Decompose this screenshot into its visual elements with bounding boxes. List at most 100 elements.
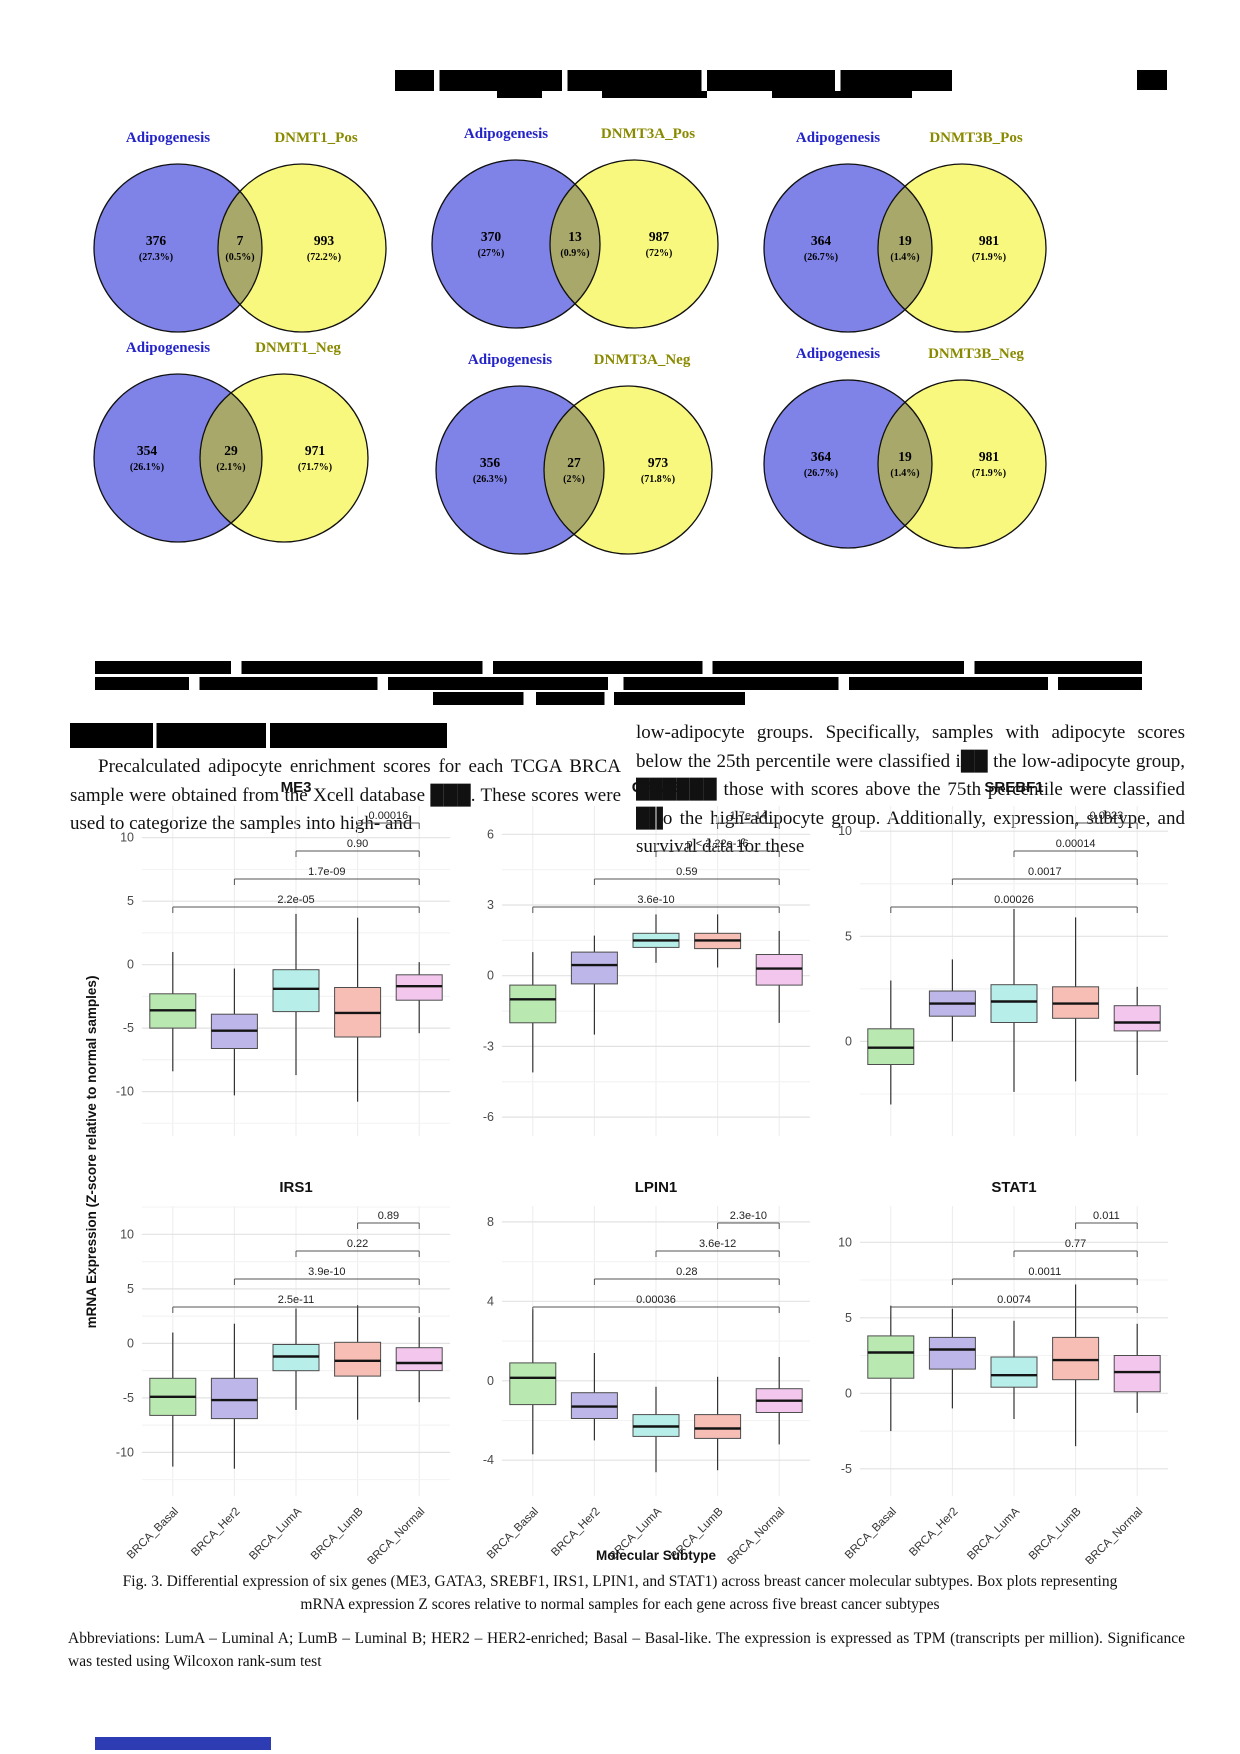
svg-text:993: 993 xyxy=(314,233,335,248)
boxplot-figure: 10 5 0 -5 -10 0.00016 0.90 1.7e-09 2.2e-05 ME3 6 3 0… xyxy=(84,779,1168,1564)
svg-text:0: 0 xyxy=(127,1336,134,1350)
venn-diagram: Adipogenesis DNMT3A_Neg 356 (26.3%) 27 (2%) 97… xyxy=(435,352,713,555)
svg-text:0.00036: 0.00036 xyxy=(636,1294,676,1306)
svg-text:p < 2.22e-16: p < 2.22e-16 xyxy=(687,838,749,850)
svg-text:Adipogenesis: Adipogenesis xyxy=(796,346,880,362)
venn-diagram: Adipogenesis DNMT3B_Neg 364 (26.7%) 19 (1.4%)… xyxy=(763,346,1047,549)
svg-text:BRCA_Her2: BRCA_Her2 xyxy=(549,1506,602,1559)
svg-text:19: 19 xyxy=(898,449,912,464)
boxplot-panel-IRS1: 10 5 0 -5 -10 0.89 0.22 3.9e-10 2.5e-11 IRS1 BRCA_… xyxy=(116,1179,450,1564)
svg-text:0: 0 xyxy=(845,1034,852,1048)
figure2-caption-redaction-line1 xyxy=(95,661,1142,674)
svg-text:Adipogenesis: Adipogenesis xyxy=(464,126,548,142)
svg-text:364: 364 xyxy=(811,233,832,248)
svg-text:0.90: 0.90 xyxy=(347,838,368,850)
svg-text:Adipogenesis: Adipogenesis xyxy=(126,340,210,356)
svg-text:-5: -5 xyxy=(841,1462,852,1476)
venn-diagram: Adipogenesis DNMT1_Neg 354 (26.1%) 29 (2.1%) 9… xyxy=(93,340,369,543)
svg-text:0.77: 0.77 xyxy=(1065,1238,1086,1250)
svg-text:(71.8%): (71.8%) xyxy=(641,474,675,485)
svg-text:DNMT3A_Pos: DNMT3A_Pos xyxy=(601,126,695,142)
venn-diagram: Adipogenesis DNMT3B_Pos 364 (26.7%) 19 (1.4%)… xyxy=(763,130,1047,333)
svg-text:BRCA_Basal: BRCA_Basal xyxy=(485,1506,541,1562)
svg-text:DNMT1_Pos: DNMT1_Pos xyxy=(274,130,357,146)
svg-text:10: 10 xyxy=(838,824,852,838)
svg-text:STAT1: STAT1 xyxy=(991,1179,1036,1196)
svg-text:(2%): (2%) xyxy=(563,474,585,485)
svg-text:BRCA_Normal: BRCA_Normal xyxy=(1084,1506,1146,1564)
svg-text:10: 10 xyxy=(838,1235,852,1249)
svg-text:0.89: 0.89 xyxy=(378,1210,399,1222)
svg-text:8: 8 xyxy=(487,1215,494,1229)
svg-text:BRCA_LumA: BRCA_LumA xyxy=(247,1505,304,1562)
svg-text:2.3e-10: 2.3e-10 xyxy=(730,1210,767,1222)
svg-text:(1.4%): (1.4%) xyxy=(890,252,919,263)
svg-text:(2.1%): (2.1%) xyxy=(216,462,245,473)
svg-text:(26.7%): (26.7%) xyxy=(804,468,838,479)
svg-text:0.59: 0.59 xyxy=(676,866,697,878)
svg-text:(1.4%): (1.4%) xyxy=(890,468,919,479)
svg-text:10: 10 xyxy=(120,1227,134,1241)
svg-text:BRCA_Normal: BRCA_Normal xyxy=(726,1506,788,1564)
svg-text:0: 0 xyxy=(487,969,494,983)
svg-text:1.7e-14: 1.7e-14 xyxy=(730,810,767,822)
venn-panel: Adipogenesis DNMT3A_Neg 356 (26.3%) 27 (2%) 97… xyxy=(414,342,764,560)
svg-text:(72%): (72%) xyxy=(646,248,673,259)
svg-text:(0.5%): (0.5%) xyxy=(225,252,254,263)
svg-text:GATA3: GATA3 xyxy=(632,779,681,796)
svg-text:13: 13 xyxy=(568,229,582,244)
svg-text:IRS1: IRS1 xyxy=(279,1179,312,1196)
svg-text:0.0011: 0.0011 xyxy=(1028,1266,1061,1278)
venn-diagram: Adipogenesis DNMT1_Pos 376 (27.3%) 7 (0.5%) 99… xyxy=(93,130,387,333)
svg-text:370: 370 xyxy=(481,229,502,244)
svg-text:BRCA_LumB: BRCA_LumB xyxy=(1027,1505,1084,1562)
svg-text:973: 973 xyxy=(648,455,669,470)
abbreviations-note: Abbreviations: LumA – Luminal A; LumB – … xyxy=(68,1630,1185,1670)
venn-panel: Adipogenesis DNMT1_Neg 354 (26.1%) 29 (2.1%) 9… xyxy=(72,330,422,548)
svg-text:Adipogenesis: Adipogenesis xyxy=(796,130,880,146)
boxplot-panel-ME3: 10 5 0 -5 -10 0.00016 0.90 1.7e-09 2.2e-05 ME3 xyxy=(116,779,450,1136)
venn-panel: Adipogenesis DNMT3B_Pos 364 (26.7%) 19 (1.4%)… xyxy=(742,120,1092,338)
boxplot-panel-STAT1: 10 5 0 -5 0.011 0.77 0.0011 0.0074 STAT1 BRCA_Bas… xyxy=(838,1179,1168,1564)
svg-text:(71.7%): (71.7%) xyxy=(298,462,332,473)
svg-text:(26.7%): (26.7%) xyxy=(804,252,838,263)
svg-text:DNMT3A_Neg: DNMT3A_Neg xyxy=(594,352,691,368)
svg-text:3.9e-10: 3.9e-10 xyxy=(308,1266,345,1278)
svg-text:981: 981 xyxy=(979,233,1000,248)
svg-text:(71.9%): (71.9%) xyxy=(972,468,1006,479)
svg-text:0.011: 0.011 xyxy=(1093,1210,1120,1222)
boxplot-panel-LPIN1: 8 4 0 -4 2.3e-10 3.6e-12 0.28 0.00036 LPIN1 BRCA_… xyxy=(483,1179,810,1564)
svg-text:0: 0 xyxy=(487,1374,494,1388)
svg-text:Adipogenesis: Adipogenesis xyxy=(126,130,210,146)
svg-text:(72.2%): (72.2%) xyxy=(307,252,341,263)
section-heading-redaction xyxy=(70,723,447,748)
svg-text:BRCA_LumA: BRCA_LumA xyxy=(965,1505,1022,1562)
svg-text:3: 3 xyxy=(487,898,494,912)
boxplot-panel-GATA3: 6 3 0 -3 -6 1.7e-14 p < 2.22e-16 0.59 3.6e-10 GAT… xyxy=(483,779,810,1136)
svg-text:-10: -10 xyxy=(116,1445,134,1459)
figure3-caption: Fig. 3. Differential expression of six g… xyxy=(122,1573,1118,1613)
svg-text:971: 971 xyxy=(305,443,326,458)
svg-text:BRCA_LumB: BRCA_LumB xyxy=(309,1505,366,1562)
svg-text:3.6e-12: 3.6e-12 xyxy=(699,1238,736,1250)
svg-text:0: 0 xyxy=(127,958,134,972)
svg-text:(71.9%): (71.9%) xyxy=(972,252,1006,263)
left-column-paragraph: Precalculated adipocyte enrichment score… xyxy=(70,756,621,834)
svg-text:364: 364 xyxy=(811,449,832,464)
svg-text:LPIN1: LPIN1 xyxy=(635,1179,678,1196)
svg-text:DNMT3B_Pos: DNMT3B_Pos xyxy=(929,130,1022,146)
header-redaction-bar xyxy=(395,70,952,91)
svg-text:10: 10 xyxy=(120,831,134,845)
svg-text:0.00014: 0.00014 xyxy=(1056,838,1096,850)
svg-text:0.22: 0.22 xyxy=(347,1238,368,1250)
svg-text:5: 5 xyxy=(127,894,134,908)
venn-figure: Adipogenesis DNMT1_Pos 376 (27.3%) 7 (0.5%) 99… xyxy=(0,0,1240,600)
svg-text:4: 4 xyxy=(487,1294,494,1308)
figure2-caption-redaction-line3 xyxy=(433,692,745,705)
svg-text:0: 0 xyxy=(845,1386,852,1400)
right-column-paragraph: low-adipocyte groups. Specifically, samp… xyxy=(636,722,1185,857)
svg-text:3.6e-10: 3.6e-10 xyxy=(637,894,674,906)
svg-text:-5: -5 xyxy=(123,1021,134,1035)
svg-text:(0.9%): (0.9%) xyxy=(560,248,589,259)
